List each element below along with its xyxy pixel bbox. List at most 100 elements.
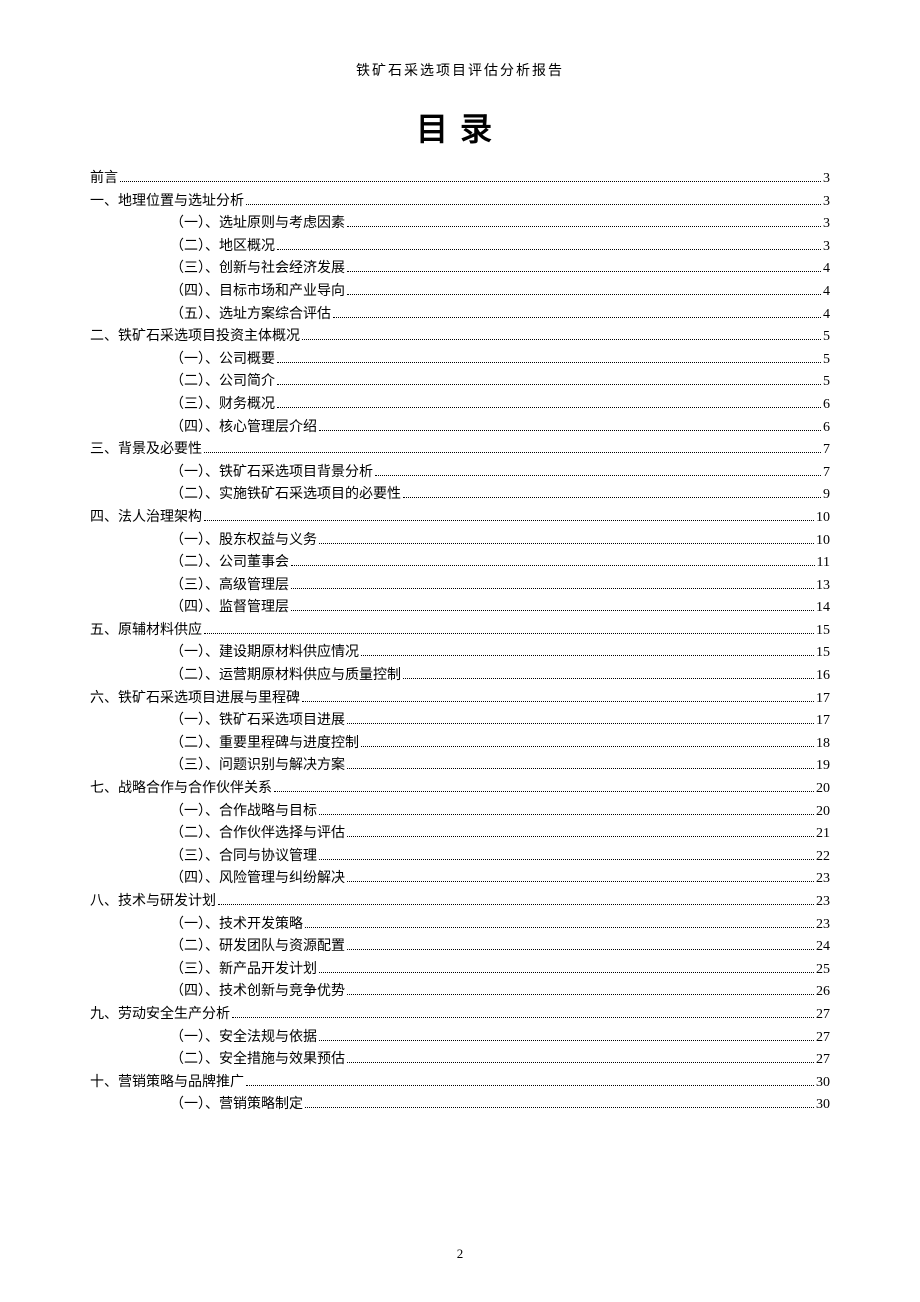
toc-entry-label: （一）、股东权益与义务	[170, 534, 317, 548]
toc-entry-page: 23	[816, 872, 830, 886]
toc-entry: （二）、地区概况3	[90, 240, 830, 254]
toc-leader-dots	[347, 723, 814, 724]
toc-entry-label: （四）、技术创新与竞争优势	[170, 985, 345, 999]
toc-entry-label: 八、技术与研发计划	[90, 895, 216, 909]
toc-entry-label: （四）、监督管理层	[170, 601, 289, 615]
toc-entry-label: 六、铁矿石采选项目进展与里程碑	[90, 692, 300, 706]
toc-entry-label: 七、战略合作与合作伙伴关系	[90, 782, 272, 796]
toc-entry-label: （二）、实施铁矿石采选项目的必要性	[170, 488, 401, 502]
toc-entry-page: 30	[816, 1076, 830, 1090]
toc-entry: 二、铁矿石采选项目投资主体概况5	[90, 330, 830, 344]
toc-leader-dots	[319, 814, 814, 815]
toc-entry-label: 前言	[90, 172, 118, 186]
toc-entry-page: 4	[823, 308, 830, 322]
toc-leader-dots	[347, 836, 814, 837]
toc-entry-page: 25	[816, 963, 830, 977]
toc-entry-page: 3	[823, 217, 830, 231]
page-number: 2	[0, 1246, 920, 1262]
toc-entry: （二）、合作伙伴选择与评估 21	[90, 827, 830, 841]
toc-leader-dots	[305, 927, 814, 928]
toc-leader-dots	[291, 565, 815, 566]
toc-leader-dots	[347, 768, 814, 769]
toc-entry-page: 4	[823, 285, 830, 299]
toc-entry-label: （二）、安全措施与效果预估	[170, 1053, 345, 1067]
toc-entry-label: （一）、建设期原材料供应情况	[170, 646, 359, 660]
toc-entry-page: 21	[816, 827, 830, 841]
toc-entry-label: （一）、铁矿石采选项目进展	[170, 714, 345, 728]
toc-entry-label: （三）、合同与协议管理	[170, 850, 317, 864]
toc-entry: （一）、公司概要5	[90, 353, 830, 367]
toc-leader-dots	[403, 497, 821, 498]
toc-entry-label: （四）、目标市场和产业导向	[170, 285, 345, 299]
toc-entry-label: （一）、铁矿石采选项目背景分析	[170, 466, 373, 480]
toc-entry: （三）、新产品开发计划 25	[90, 963, 830, 977]
toc-leader-dots	[347, 881, 814, 882]
toc-leader-dots	[204, 520, 814, 521]
toc-entry-page: 6	[823, 398, 830, 412]
toc-leader-dots	[375, 475, 821, 476]
toc-entry-label: （一）、合作战略与目标	[170, 805, 317, 819]
toc-entry: 七、战略合作与合作伙伴关系 20	[90, 782, 830, 796]
toc-entry: 一、地理位置与选址分析 3	[90, 195, 830, 209]
toc-title: 目录	[90, 104, 830, 150]
toc-entry: （二）、公司简介5	[90, 375, 830, 389]
toc-entry-page: 23	[816, 895, 830, 909]
toc-entry-label: 四、法人治理架构	[90, 511, 202, 525]
toc-leader-dots	[319, 859, 814, 860]
toc-entry-page: 14	[816, 601, 830, 615]
toc-entry-label: （三）、问题识别与解决方案	[170, 759, 345, 773]
toc-entry-page: 19	[816, 759, 830, 773]
toc-entry: 六、铁矿石采选项目进展与里程碑17	[90, 692, 830, 706]
toc-leader-dots	[204, 452, 821, 453]
toc-entry: （一）、铁矿石采选项目背景分析 7	[90, 466, 830, 480]
toc-entry: 四、法人治理架构10	[90, 511, 830, 525]
toc-entry: （二）、运营期原材料供应与质量控制16	[90, 669, 830, 683]
toc-entry-page: 27	[816, 1053, 830, 1067]
toc-entry: （一）、合作战略与目标 20	[90, 805, 830, 819]
toc-entry-label: （二）、研发团队与资源配置	[170, 940, 345, 954]
toc-entry-label: 二、铁矿石采选项目投资主体概况	[90, 330, 300, 344]
toc-leader-dots	[305, 1107, 814, 1108]
toc-leader-dots	[204, 633, 814, 634]
toc-leader-dots	[319, 430, 821, 431]
toc-entry-label: 五、原辅材料供应	[90, 624, 202, 638]
toc-entry-page: 5	[823, 375, 830, 389]
toc-entry: 前言3	[90, 172, 830, 186]
toc-entry-page: 26	[816, 985, 830, 999]
toc-entry-page: 27	[816, 1008, 830, 1022]
toc-entry-page: 20	[816, 805, 830, 819]
toc-entry: （三）、财务概况6	[90, 398, 830, 412]
toc-leader-dots	[277, 384, 821, 385]
toc-entry: （四）、核心管理层介绍6	[90, 421, 830, 435]
toc-entry-page: 3	[823, 195, 830, 209]
toc-entry-label: （一）、安全法规与依据	[170, 1031, 317, 1045]
toc-entry-label: 十、营销策略与品牌推广	[90, 1076, 244, 1090]
toc-leader-dots	[302, 339, 821, 340]
toc-entry-label: （二）、合作伙伴选择与评估	[170, 827, 345, 841]
toc-entry-page: 17	[816, 714, 830, 728]
toc-entry-page: 7	[823, 466, 830, 480]
toc-entry-page: 24	[816, 940, 830, 954]
toc-leader-dots	[277, 362, 821, 363]
toc-entry: （一）、安全法规与依据27	[90, 1031, 830, 1045]
toc-entry-label: （二）、运营期原材料供应与质量控制	[170, 669, 401, 683]
toc-entry-page: 7	[823, 443, 830, 457]
toc-entry: 九、劳动安全生产分析27	[90, 1008, 830, 1022]
toc-leader-dots	[120, 181, 821, 182]
toc-entry-label: 一、地理位置与选址分析	[90, 195, 244, 209]
toc-leader-dots	[319, 543, 814, 544]
toc-entry-page: 18	[816, 737, 830, 751]
toc-entry-page: 15	[816, 624, 830, 638]
toc-entry-label: （三）、新产品开发计划	[170, 963, 317, 977]
toc-entry-page: 20	[816, 782, 830, 796]
toc-leader-dots	[274, 791, 814, 792]
toc-entry-label: （一）、技术开发策略	[170, 918, 303, 932]
toc-leader-dots	[347, 294, 821, 295]
toc-entry: 十、营销策略与品牌推广 30	[90, 1076, 830, 1090]
toc-entry-label: （四）、风险管理与纠纷解决	[170, 872, 345, 886]
toc-leader-dots	[347, 949, 814, 950]
toc-entry: （四）、风险管理与纠纷解决 23	[90, 872, 830, 886]
toc-leader-dots	[347, 271, 821, 272]
toc-entry-label: （三）、高级管理层	[170, 579, 289, 593]
toc-entry-label: （二）、重要里程碑与进度控制	[170, 737, 359, 751]
